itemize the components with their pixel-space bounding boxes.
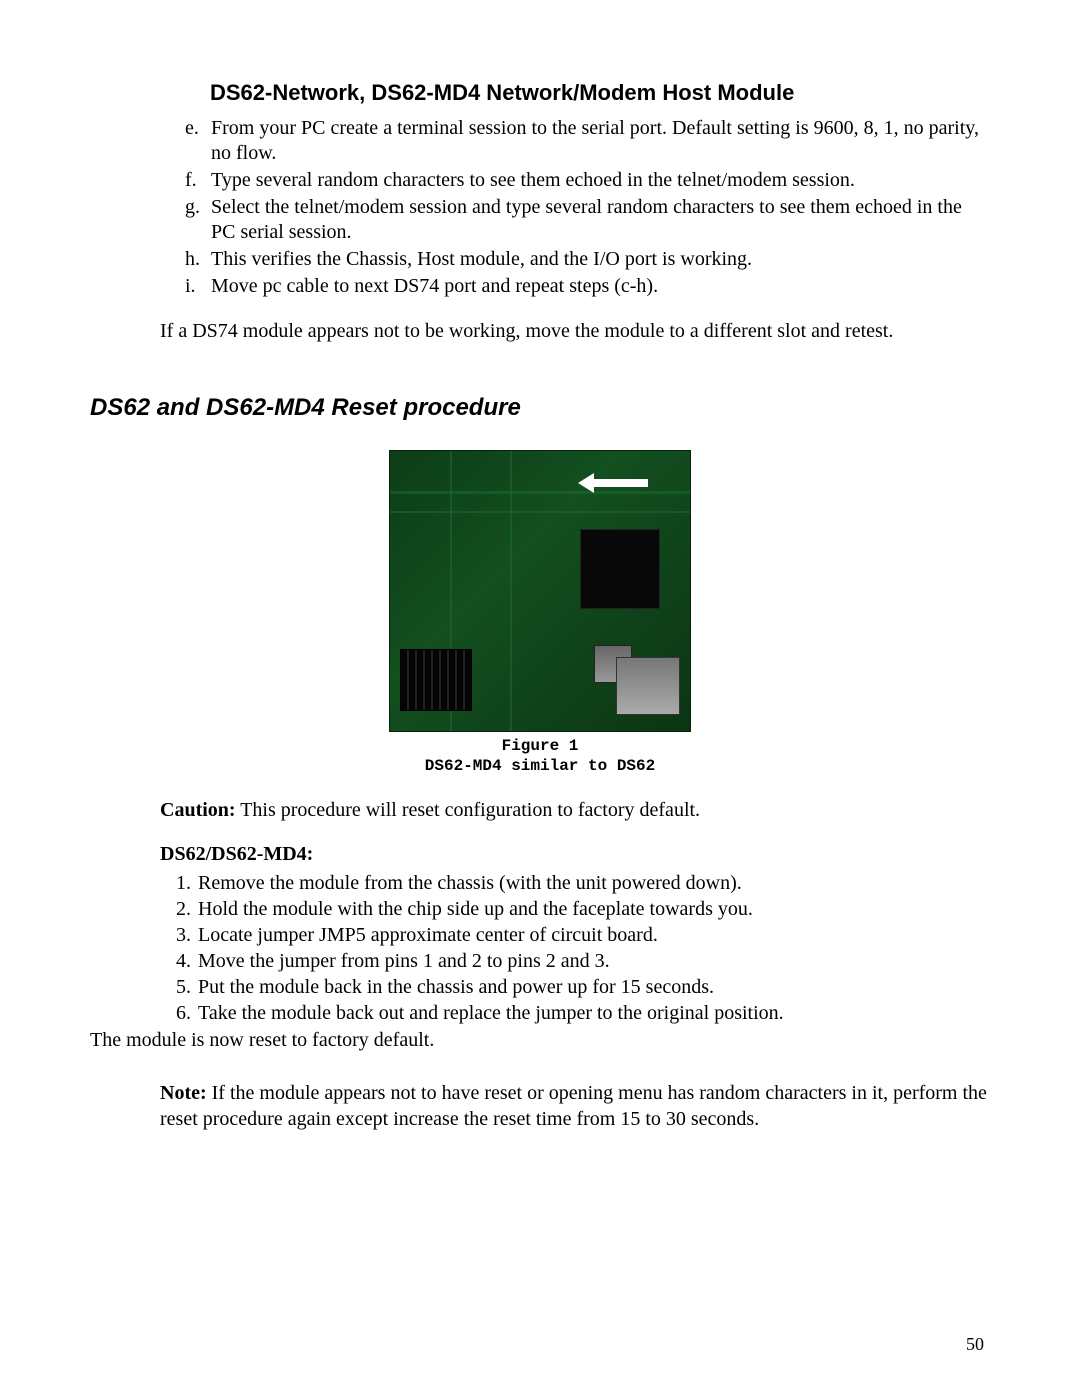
list-text: From your PC create a terminal session t… [211,117,979,164]
list-item: 2. Hold the module with the chip side up … [160,896,990,922]
lettered-steps-list: e. From your PC create a terminal session… [90,116,990,299]
numbered-steps-list: 1. Remove the module from the chassis (wi… [160,870,990,1026]
list-item: g. Select the telnet/modem session and ty… [185,195,990,245]
list-marker: i. [185,274,196,299]
list-item: 3. Locate jumper JMP5 approximate center … [160,922,990,948]
note-text: If the module appears not to have reset … [160,1082,987,1130]
list-item: 5. Put the module back in the chassis and… [160,974,990,1000]
sub-heading: DS62/DS62-MD4: [160,843,990,866]
list-text: Remove the module from the chassis (with… [198,872,742,894]
document-page: DS62-Network, DS62-MD4 Network/Modem Hos… [0,0,1080,1397]
closing-paragraph: The module is now reset to factory defau… [90,1028,990,1053]
list-marker: f. [185,168,197,193]
list-text: Select the telnet/modem session and type… [211,196,962,243]
list-text: Move pc cable to next DS74 port and repe… [211,275,658,297]
list-item: e. From your PC create a terminal session… [185,116,990,166]
list-item: 6. Take the module back out and replace t… [160,1000,990,1026]
list-marker: g. [185,195,200,220]
caution-text: This procedure will reset configuration … [236,799,700,821]
list-text: Type several random characters to see th… [211,169,855,191]
white-arrow-icon [578,473,648,493]
list-text: This verifies the Chassis, Host module, … [211,248,752,270]
figure-caption-text: DS62-MD4 similar to DS62 [425,757,655,775]
page-header-title: DS62-Network, DS62-MD4 Network/Modem Hos… [210,80,990,106]
section-heading: DS62 and DS62-MD4 Reset procedure [90,394,990,422]
list-number: 4. [176,948,191,974]
list-number: 1. [176,870,191,896]
list-text: Move the jumper from pins 1 and 2 to pin… [198,950,610,972]
paragraph-after-list: If a DS74 module appears not to be worki… [160,319,990,344]
list-item: 1. Remove the module from the chassis (wi… [160,870,990,896]
list-item: i. Move pc cable to next DS74 port and re… [185,274,990,299]
caution-paragraph: Caution: This procedure will reset confi… [160,798,990,823]
list-text: Hold the module with the chip side up an… [198,898,753,920]
metal-port-icon [616,657,680,715]
figure-container: Figure 1 DS62-MD4 similar to DS62 [90,450,990,776]
caution-label: Caution: [160,799,236,821]
black-connector-icon [400,649,472,711]
list-number: 5. [176,974,191,1000]
page-number: 50 [966,1334,984,1355]
list-item: 4. Move the jumper from pins 1 and 2 to p… [160,948,990,974]
list-item: f. Type several random characters to see … [185,168,990,193]
figure-caption: Figure 1 DS62-MD4 similar to DS62 [425,736,655,776]
pcb-board-image [389,450,691,732]
large-chip-icon [580,529,660,609]
note-label: Note: [160,1082,207,1104]
figure-label: Figure 1 [502,737,579,755]
list-text: Locate jumper JMP5 approximate center of… [198,924,658,946]
list-item: h. This verifies the Chassis, Host module… [185,247,990,272]
list-marker: h. [185,247,200,272]
list-marker: e. [185,116,199,141]
list-text: Take the module back out and replace the… [198,1002,784,1024]
note-paragraph: Note: If the module appears not to have … [160,1081,990,1132]
list-text: Put the module back in the chassis and p… [198,976,714,998]
list-number: 6. [176,1000,191,1026]
list-number: 3. [176,922,191,948]
list-number: 2. [176,896,191,922]
